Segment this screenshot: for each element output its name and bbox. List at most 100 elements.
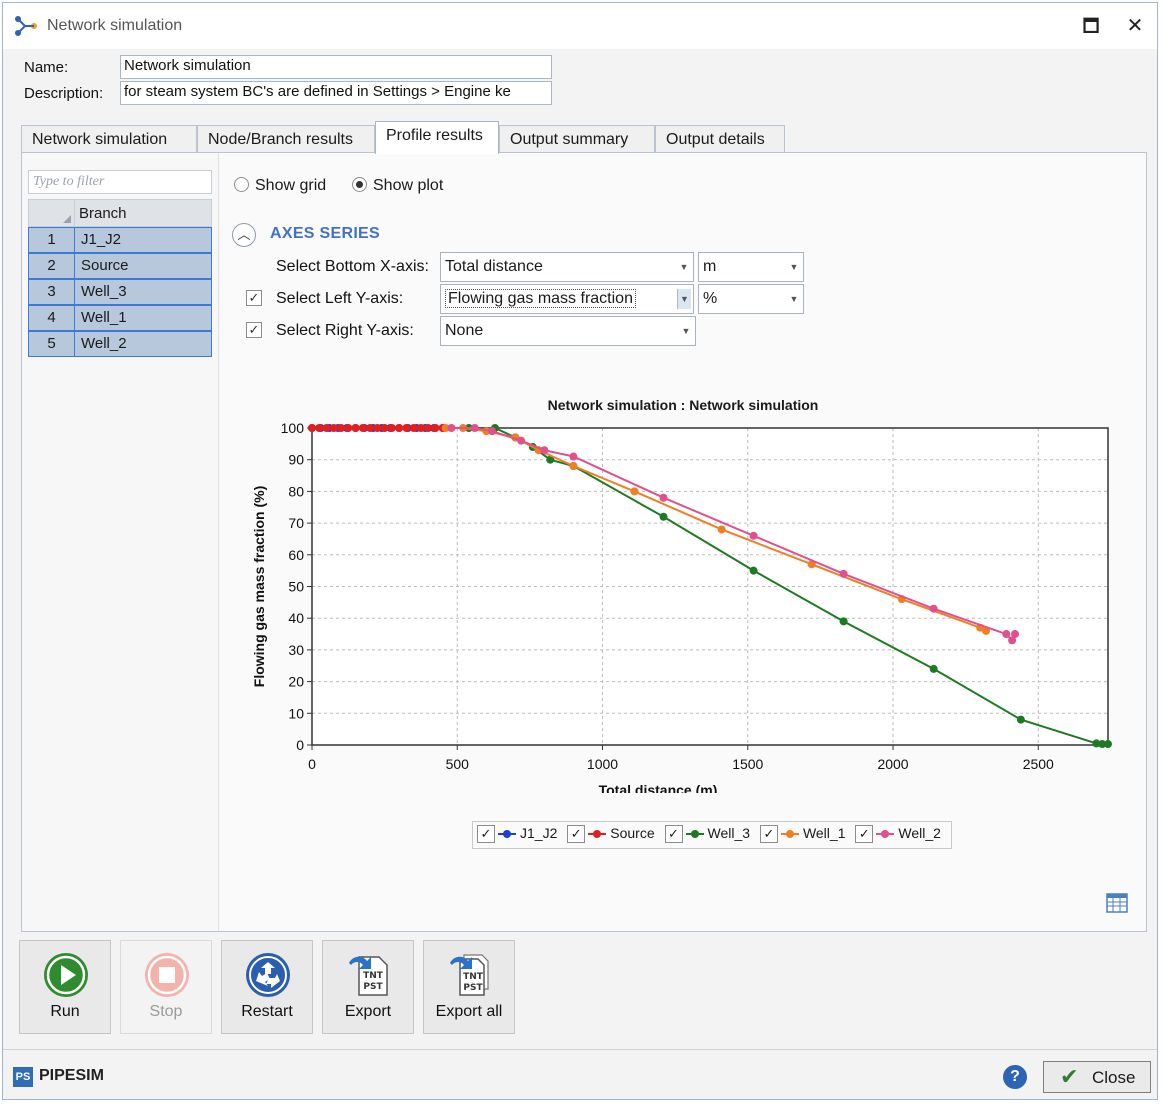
show-grid-radio[interactable]: Show grid [234,177,326,195]
data-point-source[interactable] [402,424,411,432]
bottom-x-axis-select[interactable]: Total distance ▼ [440,252,694,282]
data-point-well-1[interactable] [981,626,990,635]
data-point-well-3[interactable] [1098,740,1107,749]
data-point-well-2[interactable] [569,452,578,461]
right-y-axis-select[interactable]: None ▼ [440,316,696,346]
left-y-axis-select[interactable]: Flowing gas mass fraction ▼ [440,284,694,314]
data-point-well-1[interactable] [807,560,816,569]
data-point-source[interactable] [387,424,396,432]
legend-item-well-2[interactable]: ✓ Well_2 [855,825,941,844]
data-point-source[interactable] [373,424,382,432]
left-y-unit-select[interactable]: % ▼ [698,284,804,314]
file-badge-top: TNT [363,971,384,981]
tab-node-branch-results[interactable]: Node/Branch results [197,125,375,153]
export-all-button[interactable]: TNT PST Export all [423,940,515,1034]
data-point-source[interactable] [366,424,375,432]
data-point-well-3[interactable] [749,566,758,575]
data-point-source[interactable] [329,424,338,432]
legend-label: Well_1 [802,825,846,842]
name-input[interactable]: Network simulation [120,55,552,79]
data-point-source[interactable] [308,424,316,432]
branch-row[interactable]: 1 J1_J2 [28,227,212,253]
data-point-well-2[interactable] [659,493,668,502]
data-point-well-2[interactable] [488,427,497,436]
tab-profile-results[interactable]: Profile results [375,121,499,154]
data-point-source[interactable] [409,424,418,432]
legend-item-well-1[interactable]: ✓ Well_1 [759,825,846,844]
legend-item-source[interactable]: ✓ Source [567,825,655,844]
bottom-x-unit-select[interactable]: m ▼ [698,252,804,282]
branch-row[interactable]: 5 Well_2 [28,331,212,357]
data-point-source[interactable] [416,424,425,432]
description-input[interactable]: for steam system BC's are defined in Set… [120,81,552,105]
stop-button[interactable]: Stop [120,940,212,1034]
profile-chart[interactable]: 0 500 1000 1500 2000 2500 0 10 20 30 40 50 60 70 80 90 1… [220,413,1146,793]
data-point-source[interactable] [322,424,331,432]
branch-row[interactable]: 2 Source [28,253,212,279]
data-point-source[interactable] [424,424,433,432]
legend-checkbox[interactable]: ✓ [664,825,683,844]
window-title: Network simulation [47,17,183,34]
data-point-well-2[interactable] [929,604,938,613]
data-point-well-1[interactable] [717,525,726,534]
branch-row[interactable]: 4 Well_1 [28,305,212,331]
data-point-well-2[interactable] [447,424,456,432]
legend-item-j1-j2[interactable]: ✓ J1_J2 [477,825,557,844]
legend-label: Well_2 [898,825,941,842]
data-point-well-3[interactable] [546,455,555,464]
data-point-source[interactable] [315,424,324,432]
y-tick-label: 100 [281,420,305,436]
collapse-axes-icon[interactable]: ︿ [232,223,256,247]
data-point-source[interactable] [344,424,353,432]
data-point-well-3[interactable] [1016,715,1025,724]
data-point-well-2[interactable] [839,569,848,578]
data-point-well-2[interactable] [517,436,526,445]
branch-row[interactable]: 3 Well_3 [28,279,212,305]
branch-table-header[interactable]: Branch [28,199,212,227]
data-point-well-2[interactable] [749,531,758,540]
title-bar: Network simulation 🗖 ✕ [3,3,1157,49]
data-point-source[interactable] [431,424,440,432]
data-point-well-3[interactable] [929,664,938,673]
legend-item-well-3[interactable]: ✓ Well_3 [664,825,750,844]
data-point-source[interactable] [337,424,346,432]
data-point-well-2[interactable] [470,424,479,432]
tab-output-details[interactable]: Output details [655,125,785,153]
data-point-well-1[interactable] [569,462,578,471]
export-button[interactable]: TNT PST Export [322,940,414,1034]
left-y-axis-checkbox[interactable]: ✓ [246,290,262,306]
table-view-icon[interactable] [1106,893,1128,913]
data-point-source[interactable] [395,424,404,432]
legend-checkbox[interactable]: ✓ [759,825,778,844]
data-point-well-2[interactable] [540,446,549,455]
data-point-well-2[interactable] [1011,630,1020,639]
show-plot-radio[interactable]: Show plot [352,177,443,195]
data-point-well-2[interactable] [1008,636,1017,645]
help-icon[interactable]: ? [1003,1065,1027,1089]
close-button[interactable]: ✔ Close [1043,1061,1151,1093]
right-y-axis-checkbox[interactable]: ✓ [246,322,262,338]
data-point-well-1[interactable] [630,487,639,496]
data-point-well-2[interactable] [1002,630,1011,639]
legend-checkbox[interactable]: ✓ [567,825,586,844]
data-point-well-3[interactable] [1092,739,1101,748]
data-point-source[interactable] [380,424,389,432]
tab-network-simulation[interactable]: Network simulation [21,125,197,153]
run-button[interactable]: Run [19,940,111,1034]
data-point-well-3[interactable] [839,617,848,626]
legend-checkbox[interactable]: ✓ [855,825,874,844]
data-point-well-3[interactable] [659,512,668,521]
data-point-well-3[interactable] [1104,740,1112,749]
restart-button[interactable]: Restart [221,940,313,1034]
left-y-unit-value: % [703,290,718,307]
legend-checkbox[interactable]: ✓ [477,825,495,844]
tab-output-summary[interactable]: Output summary [499,125,655,153]
data-point-source[interactable] [351,424,360,432]
row-index: 2 [29,254,75,278]
data-point-well-1[interactable] [441,424,450,432]
branch-filter-input[interactable]: Type to filter [28,170,212,194]
close-window-icon[interactable]: ✕ [1126,15,1144,37]
select-all-corner[interactable] [29,200,75,226]
maximize-icon[interactable]: 🗖 [1082,16,1100,36]
data-point-source[interactable] [358,424,367,432]
